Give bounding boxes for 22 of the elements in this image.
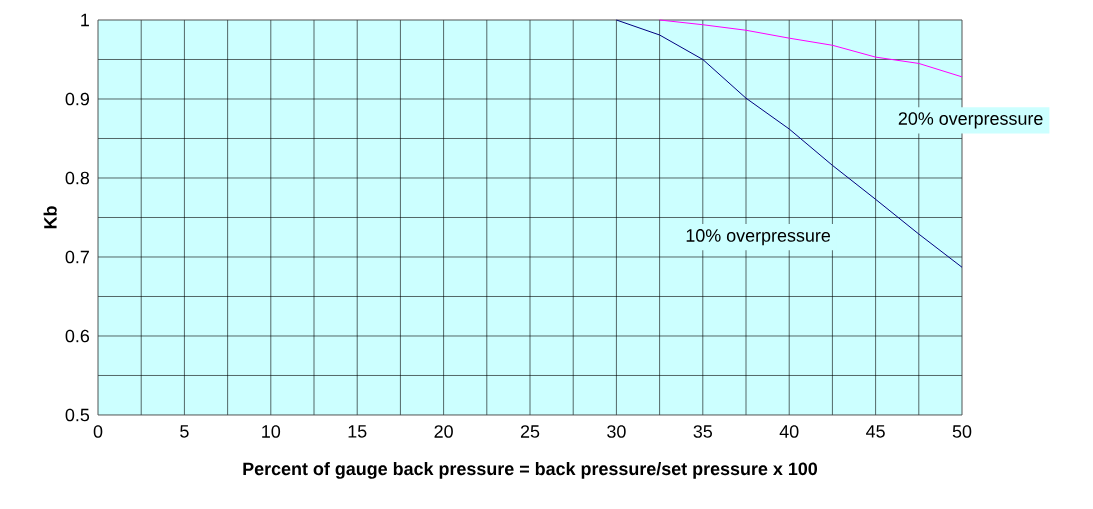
- x-tick-label: 45: [866, 425, 885, 438]
- annotation: 20% overpressure: [898, 112, 1043, 129]
- line-series: [659, 19, 963, 78]
- y-axis-title: Kb: [43, 206, 57, 229]
- y-tick-label: 0.7: [65, 250, 89, 264]
- x-axis-title: Percent of gauge back pressure = back pressure/set pressure x 100: [243, 462, 818, 479]
- x-tick-label: 5: [180, 425, 189, 438]
- annotation: 10% overpressure: [686, 229, 831, 246]
- x-tick-label: 10: [262, 425, 281, 438]
- y-tick-label: 1: [81, 13, 89, 27]
- x-tick-label: 35: [693, 425, 713, 438]
- y-tick-label: 0.9: [65, 92, 89, 106]
- y-tick-label: 0.5: [65, 408, 90, 422]
- x-tick-label: 15: [348, 425, 367, 438]
- x-tick-label: 25: [520, 425, 540, 438]
- x-tick-label: 30: [607, 425, 626, 438]
- y-tick-label: 0.8: [65, 171, 90, 185]
- y-tick-label: 0.6: [65, 329, 90, 343]
- x-tick-label: 20: [434, 425, 453, 438]
- x-tick-label: 0: [93, 425, 103, 438]
- x-tick-label: 40: [779, 425, 799, 438]
- x-tick-label: 50: [952, 425, 972, 438]
